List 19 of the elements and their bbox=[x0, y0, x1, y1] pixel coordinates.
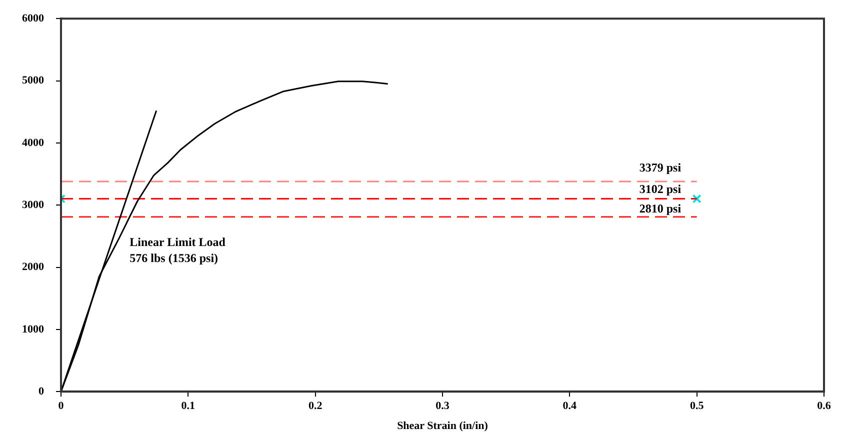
y-tick-label: 4000 bbox=[22, 136, 44, 149]
x-axis-title: Shear Strain (in/in) bbox=[397, 420, 488, 432]
annotation: 2810 psi bbox=[639, 202, 682, 216]
x-tick-label: 0.6 bbox=[817, 400, 832, 412]
y-tick-label: 0 bbox=[38, 385, 44, 398]
x-tick-label: 0 bbox=[58, 400, 64, 412]
y-tick-label: 1000 bbox=[22, 323, 44, 336]
x-tick-label: 0.2 bbox=[308, 400, 323, 412]
x-tick-label: 0.3 bbox=[436, 400, 450, 412]
annotation: 3102 psi bbox=[639, 182, 682, 196]
x-tick-label: 0.5 bbox=[690, 400, 704, 412]
annotation: 3379 psi bbox=[639, 160, 682, 175]
x-tick-label: 0.4 bbox=[562, 400, 578, 412]
y-tick-label: 3000 bbox=[22, 198, 44, 211]
annotation: Linear Limit Load 576 lbs (1536 psi) bbox=[130, 235, 226, 266]
y-tick-label: 5000 bbox=[22, 74, 44, 87]
y-tick-label: 2000 bbox=[22, 261, 44, 274]
y-tick-label: 6000 bbox=[22, 12, 44, 24]
x-tick-label: 0.1 bbox=[181, 400, 196, 412]
